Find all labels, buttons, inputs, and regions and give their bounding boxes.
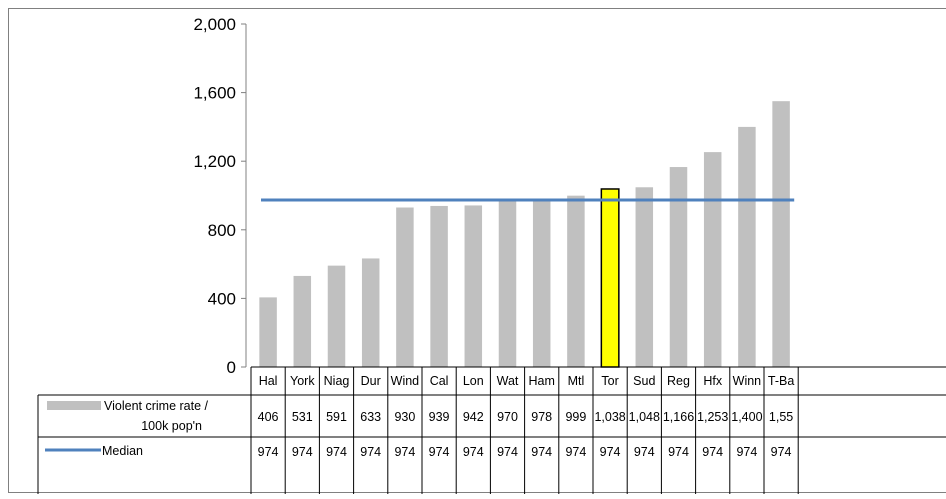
table-cell: 591	[326, 410, 347, 424]
table-cell: 974	[258, 445, 279, 459]
bar	[669, 167, 688, 367]
category-label: T-Ba	[768, 374, 794, 388]
bar	[772, 101, 790, 368]
category-label: Mtl	[568, 374, 585, 388]
bar	[293, 275, 312, 367]
table-cell: 1,166	[663, 410, 694, 424]
category-label: Hfx	[703, 374, 723, 388]
table-cell: 1,253	[697, 410, 728, 424]
bar	[567, 195, 585, 367]
bar	[464, 205, 483, 367]
y-tick-label: 1,600	[193, 84, 236, 103]
table-cell: 942	[463, 410, 484, 424]
bar	[430, 205, 448, 367]
table-cell: 974	[634, 445, 655, 459]
bar	[361, 258, 380, 367]
table-cell: 978	[531, 410, 552, 424]
category-label: Dur	[361, 374, 381, 388]
table-cell: 974	[394, 445, 415, 459]
table-cell: 974	[497, 445, 518, 459]
category-label: Cal	[430, 374, 449, 388]
table-cell: 531	[292, 410, 313, 424]
category-label: Wat	[497, 374, 519, 388]
table-cell: 633	[360, 410, 381, 424]
table-cell: 974	[736, 445, 757, 459]
y-tick-label: 800	[208, 221, 236, 240]
category-label: Sud	[633, 374, 655, 388]
table-cell: 974	[360, 445, 381, 459]
table-cell: 1,048	[629, 410, 660, 424]
legend-median-label: Median	[102, 444, 143, 458]
bar	[532, 199, 551, 367]
category-label: Niag	[324, 374, 350, 388]
table-cell: 974	[771, 445, 792, 459]
bar	[327, 265, 346, 367]
table-cell: 974	[600, 445, 621, 459]
y-tick-label: 2,000	[193, 15, 236, 34]
table-cell: 974	[292, 445, 313, 459]
bar	[703, 152, 722, 367]
table-cell: 930	[394, 410, 415, 424]
table-cell: 974	[429, 445, 450, 459]
bar-highlight	[600, 188, 620, 368]
category-label: Wind	[391, 374, 420, 388]
table-cell: 970	[497, 410, 518, 424]
legend-bar-label: Violent crime rate /	[104, 399, 209, 413]
table-cell: 974	[463, 445, 484, 459]
table-cell: 1,55	[769, 410, 793, 424]
category-label: Winn	[733, 374, 762, 388]
y-tick-label: 0	[227, 358, 236, 377]
chart-frame: 0 400 800 1,200 1,600 2,000 Hal York Niag Dur Wind…	[8, 8, 946, 494]
legend-bar-swatch	[47, 401, 101, 410]
table-cell: 406	[258, 410, 279, 424]
category-label: Reg	[667, 374, 690, 388]
category-label: Ham	[528, 374, 554, 388]
violent-crime-chart: 0 400 800 1,200 1,600 2,000 Hal York Niag Dur Wind…	[37, 15, 946, 494]
table-cell: 974	[531, 445, 552, 459]
bar	[738, 126, 756, 368]
table-cell: 974	[668, 445, 689, 459]
table-cell: 974	[326, 445, 347, 459]
y-tick-label: 1,200	[193, 152, 236, 171]
table-cell: 939	[429, 410, 450, 424]
bar	[259, 297, 277, 367]
category-label: Lon	[463, 374, 484, 388]
legend-bar-label: 100k pop'n	[141, 419, 202, 433]
table-cell: 974	[565, 445, 586, 459]
y-tick-label: 400	[208, 289, 236, 308]
category-label: Tor	[601, 374, 618, 388]
bar	[635, 187, 654, 367]
category-label: Hal	[259, 374, 278, 388]
bar	[498, 200, 517, 367]
bar	[396, 207, 414, 367]
table-cell: 974	[702, 445, 723, 459]
table-cell: 1,400	[731, 410, 762, 424]
table-cell: 999	[565, 410, 586, 424]
category-label: York	[290, 374, 315, 388]
table-cell: 1,038	[594, 410, 625, 424]
